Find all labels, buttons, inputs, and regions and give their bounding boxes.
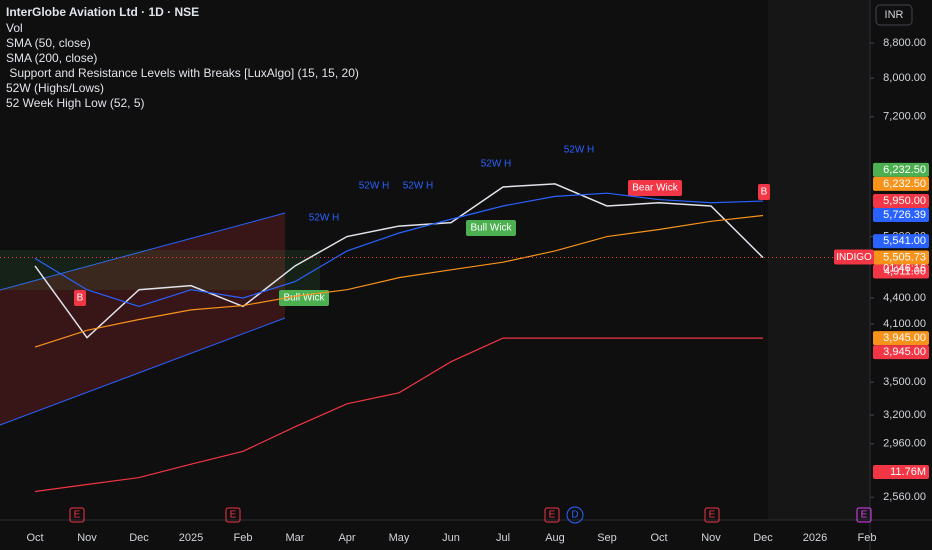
indicator: SMA (50, close) [6,36,91,50]
x-tick-label: Mar [286,532,305,544]
x-tick-label: Dec [753,532,773,544]
price-label: 4,911.00 [884,265,926,277]
x-tick-label: May [389,532,410,544]
price-label: 5,950.00 [883,195,926,207]
event-box[interactable] [225,507,241,523]
series-line [34,337,763,493]
event[interactable]: E [230,510,237,521]
currency[interactable]: INR [885,9,904,21]
event-circle[interactable] [566,506,584,524]
x-tick-label: Sep [597,532,617,544]
price-label-box [873,193,929,208]
y-tick-label: 2,960.00 [883,438,926,450]
x-tick-label: Jul [496,532,510,544]
x-tick-label: Dec [129,532,149,544]
currency-button[interactable] [875,4,913,26]
event[interactable]: E [74,510,81,521]
price-label: 6,232.50 [883,178,926,190]
y-tick-label: 8,000.00 [883,72,926,84]
annotation: 52W H [309,213,340,224]
price-label-box [873,208,929,223]
x-tick-label: Aug [545,532,565,544]
y-tick-label: 8,800.00 [883,37,926,49]
x-tick-label: Apr [338,532,355,544]
annotation: 52W H [564,145,595,156]
annotation-box [466,220,516,236]
annotation-box [758,184,770,200]
symbol-box [834,249,874,265]
indicator: 52 Week High Low (52, 5) [6,96,145,110]
indicator: 52W (Highs/Lows) [6,81,104,95]
volume-label-box [873,465,929,479]
annotation: B [77,293,84,304]
annotation: Bull Wick [470,223,512,234]
countdown: 01:46:16 [883,262,926,274]
indicator: SMA (200, close) [6,51,97,65]
symbol-label: INDIGO [836,252,872,263]
x-tick-label: Oct [26,532,43,544]
event-markers: E E E E D E [69,506,872,524]
x-tick-label: Jun [442,532,460,544]
y-tick-label: 3,200.00 [883,409,926,421]
annotation: 52W H [359,181,390,192]
indicator: Support and Resistance Levels with Break… [6,66,359,80]
annotation: Bull Wick [283,293,325,304]
annotation: B [761,187,768,198]
y-tick-label: 2,560.00 [883,491,926,503]
annotation-box [628,180,682,196]
channel-upper [0,212,286,291]
price-label: 3,945.00 [883,346,926,358]
price-label-box [873,264,929,279]
x-tick-label: 2026 [803,532,827,544]
annotation: 52W H [481,159,512,170]
event-box[interactable] [856,507,872,523]
x-tick-label: Feb [858,532,877,544]
price-label: 5,541.00 [883,235,926,247]
y-tick-label: 4,100.00 [883,318,926,330]
volume-label: 11.76M [890,466,926,478]
event-box[interactable] [69,507,85,523]
price-label: 3,945.00 [883,332,926,344]
indicator: Vol [6,21,23,35]
series-line [34,183,764,339]
price-label-box [873,162,929,177]
x-tick-label: Feb [234,532,253,544]
x-tick-label: 2025 [179,532,203,544]
y-tick-label: 4,400.00 [883,292,926,304]
event-box[interactable] [704,507,720,523]
event[interactable]: D [571,510,578,521]
series-line [34,192,764,308]
x-tick-label: Nov [77,532,97,544]
price-label: 5,726.39 [883,209,926,221]
x-tick-label: Nov [701,532,721,544]
price-label: 5,505.73 [883,251,926,263]
event-box[interactable] [544,507,560,523]
chart-title: InterGlobe Aviation Ltd · 1D · NSE [6,5,199,19]
series-line [34,214,764,348]
x-tick-label: Oct [650,532,667,544]
price-label-box [873,234,929,249]
event[interactable]: E [709,510,716,521]
event[interactable]: E [861,510,868,521]
channel-lower [0,317,286,426]
price-label: 6,232.50 [883,164,926,176]
price-label-box [873,345,929,360]
price-label-box [873,331,929,346]
price-label-box [873,176,929,191]
annotation: 52W H [403,181,434,192]
y-tick-label: 7,200.00 [883,111,926,123]
price-label-box [873,250,929,265]
annotation-box [74,290,86,306]
annotation: Bear Wick [632,183,679,194]
y-tick-label: 3,500.00 [883,376,926,388]
event[interactable]: E [549,510,556,521]
